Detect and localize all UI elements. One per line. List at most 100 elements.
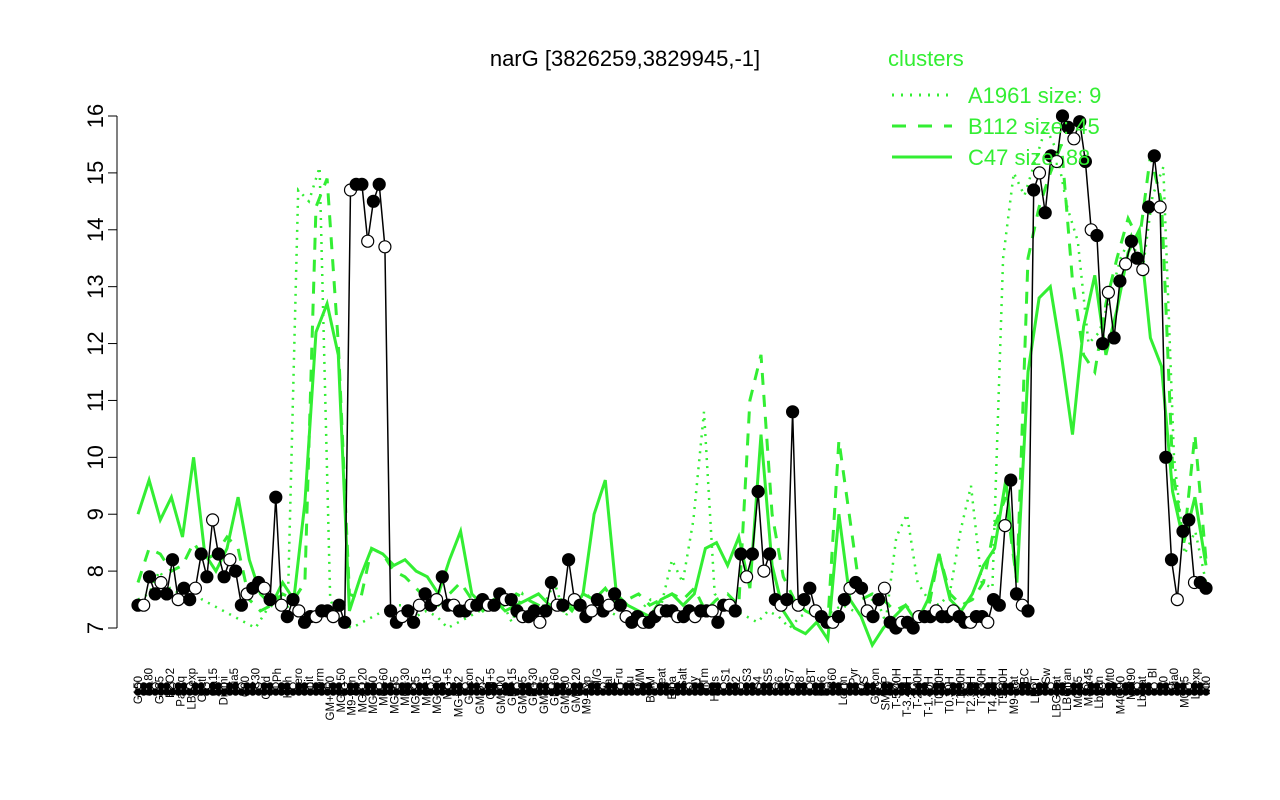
x-tick-label: LBGstat: [1052, 675, 1064, 717]
data-point: [332, 598, 346, 612]
data-point: [780, 592, 794, 607]
x-tick-label: T0.30H: [945, 676, 957, 714]
data-point: [751, 484, 765, 499]
y-tick-label: 14: [83, 218, 108, 242]
x-tick-label: Mt0: [1201, 676, 1213, 695]
x-tick-label: T2.30H: [966, 676, 978, 714]
x-tick-label: aero: [293, 668, 305, 691]
x-tick-label: T3.30H: [977, 668, 989, 706]
x-tick-label: MG+30: [400, 668, 412, 706]
x-tick-label: Salt: [678, 667, 690, 688]
y-tick-label: 10: [83, 445, 108, 469]
x-tick-label: MG+15: [421, 668, 433, 706]
x-tick-label: LPh: [272, 668, 284, 688]
data-point: [217, 570, 231, 584]
y-tick-label: 9: [83, 508, 108, 520]
data-point: [1055, 109, 1070, 123]
data-point: [866, 609, 880, 624]
x-tick-label: GM+5: [485, 668, 497, 700]
data-point: [745, 547, 760, 561]
data-point: [584, 604, 599, 618]
data-point: [407, 615, 421, 629]
x-tick-label: M/G: [592, 668, 604, 690]
data-point: [992, 598, 1006, 612]
x-tick-label: M9-tran: [347, 676, 359, 716]
x-tick-label: SMMP: [881, 676, 893, 711]
x-tick-label: Diami: [218, 676, 230, 705]
x-tick-label: GM-0.2: [475, 676, 487, 714]
data-point: [430, 592, 444, 607]
x-tick-label: Gly: [688, 676, 700, 694]
data-point: [1159, 450, 1173, 464]
data-point: [1136, 263, 1150, 277]
x-tick-label: Sw: [1041, 667, 1053, 684]
data-point: [573, 598, 587, 612]
data-point: [1118, 257, 1133, 271]
data-point: [739, 570, 754, 584]
data-point: [906, 621, 920, 635]
series-lines: [136, 123, 1208, 649]
data-point: [533, 615, 547, 629]
x-tick-label: T-2.40H: [913, 668, 925, 709]
data-point: [194, 547, 208, 561]
data-point: [1032, 166, 1047, 180]
x-tick-label: C30: [251, 668, 263, 689]
data-points: [131, 109, 1213, 635]
x-tick-label: MG+90: [368, 676, 380, 714]
data-point: [1038, 206, 1052, 220]
data-point: [1113, 274, 1127, 288]
data-point: [728, 604, 742, 618]
x-tick-label: MG+5: [443, 668, 455, 700]
x-rug: [134, 682, 1210, 696]
x-tick-label: S5: [763, 668, 775, 682]
x-tick-label: Lbtran: [1094, 676, 1106, 709]
x-tick-label: S6: [774, 676, 786, 690]
x-tick-label: Paraq: [176, 676, 188, 707]
data-point: [366, 194, 380, 208]
y-tick-label: 11: [83, 389, 108, 412]
data-point: [229, 564, 243, 578]
data-point: [762, 547, 777, 561]
legend-title: clusters: [888, 46, 964, 71]
x-tick-label: MG+45: [389, 676, 401, 714]
data-point: [1153, 200, 1167, 214]
data-point: [1095, 337, 1110, 351]
data-point: [1073, 115, 1087, 129]
y-tick-label: 16: [83, 104, 108, 128]
data-point: [401, 604, 415, 618]
x-tick-label: GM+150: [325, 676, 337, 720]
x-tick-label: T1.30H: [955, 668, 967, 706]
x-tick-label: ferm: [315, 668, 327, 691]
x-tick-label: dia0: [1169, 668, 1181, 690]
data-point: [372, 177, 386, 191]
x-tick-label: GM+10: [496, 676, 508, 714]
data-point: [326, 609, 340, 624]
x-tick-label: MG+60: [379, 668, 391, 706]
data-point: [1061, 120, 1075, 135]
x-tick-label: dia5: [229, 668, 241, 690]
x-tick-label: T-5.40H: [891, 668, 903, 709]
x-tick-label: GM+15: [507, 668, 519, 706]
data-point: [1182, 513, 1196, 527]
data-point: [338, 615, 352, 629]
x-tick-label: M0t45: [1180, 676, 1192, 708]
x-tick-label: M9-stat: [1009, 675, 1021, 714]
data-point: [171, 592, 185, 607]
x-tick-label: GM+60: [550, 668, 562, 706]
x-tick-label: Oxctl: [197, 676, 209, 702]
data-point: [280, 609, 294, 624]
data-point: [292, 604, 306, 618]
data-point: [223, 553, 237, 567]
data-point: [872, 592, 886, 607]
y-tick-label: 12: [83, 331, 108, 355]
legend-label: B112 size: 45: [968, 114, 1100, 139]
data-point: [142, 570, 157, 584]
data-point: [877, 581, 892, 595]
x-tick-label: Lbexp: [1190, 668, 1202, 699]
x-tick-label: Mal: [603, 676, 615, 695]
data-point: [797, 592, 811, 607]
y-axis: 7 8 9 10 11 12 13 14 15 16: [83, 104, 118, 634]
data-point: [177, 581, 191, 595]
x-tick-label: S8: [795, 676, 807, 690]
